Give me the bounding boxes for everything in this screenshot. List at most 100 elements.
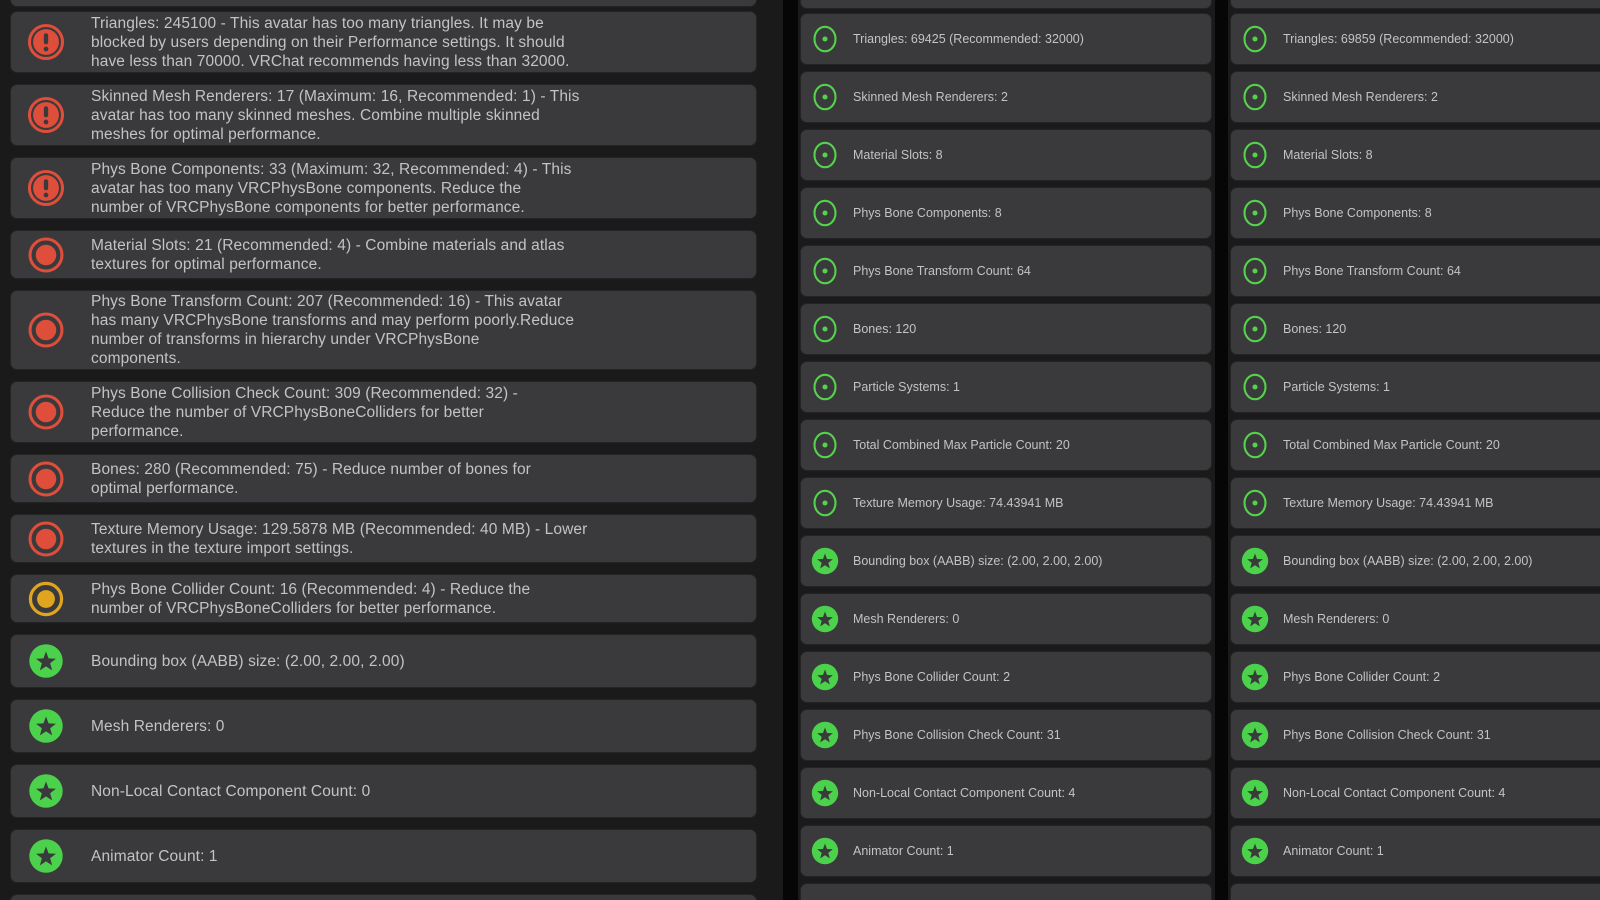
stat-line: Non-Local Contact Component Count: 4: [853, 786, 1076, 800]
stat-row[interactable]: Material Slots: 21 (Recommended: 4) - Co…: [10, 230, 757, 279]
stat-row[interactable]: Material Slots: 8: [800, 129, 1212, 181]
stat-row[interactable]: Total Combined Max Particle Count: 20: [800, 419, 1212, 471]
stat-row[interactable]: Bones: 120: [800, 303, 1212, 355]
stat-row[interactable]: Phys Bone Components: 8: [800, 187, 1212, 239]
stat-row[interactable]: Bones: 120: [1230, 303, 1600, 355]
stat-row[interactable]: Particle Systems: 1: [1230, 361, 1600, 413]
stat-row[interactable]: Non-Local Contact Component Count: 4: [800, 767, 1212, 819]
stat-row[interactable]: Animator Count: 1: [10, 829, 757, 883]
stat-line: blocked by users depending on their Perf…: [91, 33, 565, 51]
excellent-green-star-icon: [810, 834, 840, 868]
stat-row[interactable]: Texture Memory Usage: 129.5878 MB (Recom…: [10, 514, 757, 563]
performance-stats-pane-summary-2: Triangles: 69859 (Recommended: 32000) Ski…: [1228, 0, 1600, 900]
excellent-green-star-icon: [810, 602, 840, 636]
stat-row[interactable]: Phys Bone Collision Check Count: 31: [1230, 709, 1600, 761]
stat-row[interactable]: Phys Bone Collision Check Count: 309 (Re…: [10, 381, 757, 443]
excellent-green-star-icon: [810, 776, 840, 810]
stat-row[interactable]: Phys Bone Components: 33 (Maximum: 32, R…: [10, 157, 757, 219]
stat-line: Bones: 280 (Recommended: 75) - Reduce nu…: [91, 460, 531, 478]
stat-row[interactable]: Texture Memory Usage: 74.43941 MB: [800, 477, 1212, 529]
excellent-green-star-icon: [810, 660, 840, 694]
stat-line: Material Slots: 21 (Recommended: 4) - Co…: [91, 236, 565, 254]
stat-line: have less than 70000. VRChat recommends …: [91, 52, 570, 70]
stat-line: has many VRCPhysBone transforms and may …: [91, 312, 575, 329]
good-green-ring-dot-icon: [1240, 428, 1270, 462]
stat-text: Bones: 120: [1283, 321, 1600, 337]
stat-row[interactable]: Total Combined Max Particle Count: 20: [1230, 419, 1600, 471]
good-green-ring-dot-icon: [1240, 196, 1270, 230]
good-green-ring-dot-icon: [810, 80, 840, 114]
good-green-ring-dot-icon: [810, 428, 840, 462]
stat-line: Total Combined Max Particle Count: 20: [1283, 438, 1500, 452]
stat-row[interactable]: Texture Memory Usage: 74.43941 MB: [1230, 477, 1600, 529]
stat-row[interactable]: Phys Bone Collider Count: 16 (Recommende…: [10, 574, 757, 623]
stat-row[interactable]: Mesh Renderers: 0: [10, 699, 757, 753]
stat-line: Triangles: 245100 - This avatar has too …: [91, 14, 544, 32]
stat-line: Particle Systems: 1: [853, 380, 960, 394]
stat-row[interactable]: Phys Bone Transform Count: 64: [1230, 245, 1600, 297]
stat-row[interactable]: Phys Bone Collision Check Count: 31: [800, 709, 1212, 761]
stat-row[interactable]: Triangles: 245100 - This avatar has too …: [10, 11, 757, 73]
stat-row[interactable]: Triangles: 69425 (Recommended: 32000): [800, 13, 1212, 65]
stat-row[interactable]: Non-Local Contact Component Count: 4: [1230, 767, 1600, 819]
stat-line: Phys Bone Components: 33 (Maximum: 32, R…: [91, 160, 572, 178]
stat-row[interactable]: Phys Bone Transform Count: 207 (Recommen…: [10, 290, 757, 370]
stat-line: Triangles: 69859 (Recommended: 32000): [1283, 32, 1514, 46]
stat-line: Phys Bone Transform Count: 64: [1283, 264, 1461, 278]
stat-row[interactable]: Particle Systems: 1: [800, 361, 1212, 413]
stat-row[interactable]: Material Slots: 8: [1230, 129, 1600, 181]
stat-text: Triangles: 69859 (Recommended: 32000): [1283, 31, 1600, 47]
stat-row[interactable]: Skinned Mesh Renderers: 17 (Maximum: 16,…: [10, 84, 757, 146]
pane-splitter[interactable]: [783, 0, 798, 900]
stat-text: Phys Bone Collider Count: 2: [853, 669, 1211, 685]
stat-text: Mesh Renderers: 0: [91, 717, 756, 736]
very-poor-red-dot-icon: [27, 520, 65, 558]
stat-row[interactable]: Non-Local Contact Component Count: 0: [10, 764, 757, 818]
stat-line: textures in the texture import settings.: [91, 539, 354, 557]
pane-splitter[interactable]: [1215, 0, 1228, 900]
stat-line: Phys Bone Collider Count: 2: [853, 670, 1011, 684]
stat-text: Phys Bone Collider Count: 16 (Recommende…: [91, 580, 756, 618]
stat-line: meshes for optimal performance.: [91, 125, 321, 143]
stat-text: Skinned Mesh Renderers: 2: [1283, 89, 1600, 105]
stat-row[interactable]: Skinned Mesh Renderers: 2: [800, 71, 1212, 123]
excellent-green-star-icon: [1240, 660, 1270, 694]
stat-row[interactable]: Bones: 280 (Recommended: 75) - Reduce nu…: [10, 454, 757, 503]
partial-row-below: [800, 883, 1212, 900]
partial-row-below: [10, 894, 757, 900]
stat-line: Reduce the number of VRCPhysBoneCollider…: [91, 403, 484, 421]
stat-row[interactable]: Bounding box (AABB) size: (2.00, 2.00, 2…: [800, 535, 1212, 587]
excellent-green-star-icon: [810, 544, 840, 578]
stat-text: Triangles: 69425 (Recommended: 32000): [853, 31, 1211, 47]
stat-line: Animator Count: 1: [853, 844, 954, 858]
stat-row[interactable]: Animator Count: 1: [800, 825, 1212, 877]
stat-line: Texture Memory Usage: 74.43941 MB: [853, 496, 1064, 510]
stat-row[interactable]: Triangles: 69859 (Recommended: 32000): [1230, 13, 1600, 65]
stat-text: Bounding box (AABB) size: (2.00, 2.00, 2…: [91, 652, 756, 671]
stat-text: Bounding box (AABB) size: (2.00, 2.00, 2…: [1283, 553, 1600, 569]
stat-line: Bones: 120: [1283, 322, 1347, 336]
stat-row[interactable]: Phys Bone Collider Count: 2: [1230, 651, 1600, 703]
stat-text: Non-Local Contact Component Count: 0: [91, 782, 756, 801]
stat-row[interactable]: Phys Bone Transform Count: 64: [800, 245, 1212, 297]
stat-line: Phys Bone Transform Count: 207 (Recommen…: [91, 293, 563, 310]
stat-line: performance.: [91, 422, 184, 440]
stat-row[interactable]: Mesh Renderers: 0: [1230, 593, 1600, 645]
stat-row[interactable]: Bounding box (AABB) size: (2.00, 2.00, 2…: [10, 634, 757, 688]
stat-line: Texture Memory Usage: 129.5878 MB (Recom…: [91, 520, 588, 538]
stat-line: Mesh Renderers: 0: [91, 717, 225, 735]
stat-row[interactable]: Mesh Renderers: 0: [800, 593, 1212, 645]
stat-line: Phys Bone Collision Check Count: 31: [853, 728, 1061, 742]
medium-yellow-dot-icon: [27, 580, 65, 618]
partial-row-above: [1230, 0, 1600, 9]
stat-row[interactable]: Phys Bone Collider Count: 2: [800, 651, 1212, 703]
good-green-ring-dot-icon: [810, 312, 840, 346]
stat-text: Non-Local Contact Component Count: 4: [1283, 785, 1600, 801]
stat-text: Particle Systems: 1: [853, 379, 1211, 395]
stat-text: Animator Count: 1: [1283, 843, 1600, 859]
stat-row[interactable]: Skinned Mesh Renderers: 2: [1230, 71, 1600, 123]
stat-row[interactable]: Phys Bone Components: 8: [1230, 187, 1600, 239]
stat-row[interactable]: Animator Count: 1: [1230, 825, 1600, 877]
stat-row[interactable]: Bounding box (AABB) size: (2.00, 2.00, 2…: [1230, 535, 1600, 587]
stat-text: Material Slots: 8: [853, 147, 1211, 163]
